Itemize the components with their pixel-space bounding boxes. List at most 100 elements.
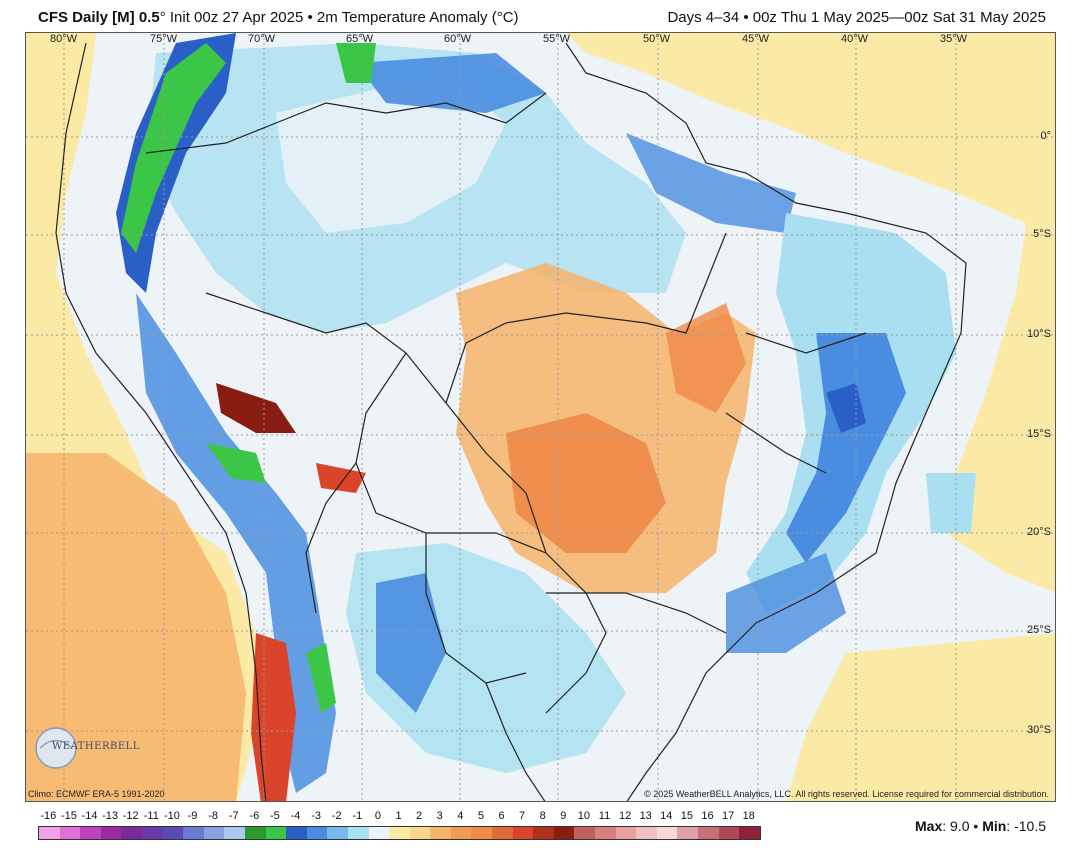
colorbar-tick-label: -13 bbox=[102, 810, 119, 822]
colorbar-tick-label: 9 bbox=[560, 810, 567, 822]
colorbar-tick-label: 13 bbox=[639, 810, 652, 822]
lat-label-5s: 5°S bbox=[1033, 228, 1051, 240]
colorbar-cell bbox=[574, 827, 596, 839]
stats-bullet: • bbox=[973, 818, 979, 834]
anomaly-map bbox=[26, 33, 1055, 801]
colorbar-tick-label: 16 bbox=[701, 810, 714, 822]
climo-note: Climo: ECMWF ERA-5 1991-2020 bbox=[28, 789, 165, 799]
colorbar-cell bbox=[100, 827, 122, 839]
colorbar-tick-label: -5 bbox=[270, 810, 280, 822]
colorbar-tick-label: 11 bbox=[598, 810, 611, 822]
andes-south-green bbox=[306, 643, 336, 713]
colorbar-tick-label: 1 bbox=[395, 810, 402, 822]
colorbar-tick-label: -7 bbox=[228, 810, 239, 822]
map-title: CFS Daily [M] 0.5° Init 00z 27 Apr 2025 … bbox=[38, 9, 519, 26]
colorbar-tick-label: 12 bbox=[618, 810, 632, 822]
andes-peru-hot bbox=[216, 383, 296, 433]
lon-label-55w: 55°W bbox=[543, 33, 571, 45]
colorbar-cell bbox=[739, 827, 760, 839]
lon-label-75w: 75°W bbox=[150, 33, 178, 45]
north-cool-region bbox=[356, 53, 546, 113]
colorbar bbox=[38, 826, 761, 840]
colorbar-tick-label: 5 bbox=[477, 810, 484, 822]
venezuela-green bbox=[336, 43, 376, 83]
colorbar-cell bbox=[244, 827, 266, 839]
lat-label-10s: 10°S bbox=[1027, 328, 1051, 340]
max-min-readout: Max: 9.0 • Min: -10.5 bbox=[915, 818, 1046, 834]
colorbar-tick-label: 3 bbox=[436, 810, 443, 822]
colorbar-cell bbox=[553, 827, 575, 839]
colorbar-cell bbox=[347, 827, 369, 839]
lon-label-45w: 45°W bbox=[742, 33, 770, 45]
amazon-neutral-region bbox=[276, 73, 506, 233]
southeast-cool bbox=[726, 553, 846, 653]
colorbar-cell bbox=[203, 827, 225, 839]
colorbar-cell bbox=[286, 827, 307, 839]
colorbar-cell bbox=[450, 827, 472, 839]
central-brazil-warmer bbox=[506, 413, 666, 553]
offshore-cool bbox=[926, 473, 976, 533]
lat-label-15s: 15°S bbox=[1027, 428, 1051, 440]
lon-label-65w: 65°W bbox=[346, 33, 374, 45]
colorbar-tick-label: -2 bbox=[331, 810, 342, 822]
tocantins-warmer bbox=[666, 303, 746, 413]
east-brazil-cooler bbox=[786, 333, 906, 563]
title-separator: • bbox=[307, 9, 313, 26]
colorbar-cell bbox=[595, 827, 616, 839]
south-atlantic-warm-region bbox=[786, 633, 1055, 801]
lon-label-80w: 80°W bbox=[50, 33, 78, 45]
lat-label-0: 0° bbox=[1040, 130, 1051, 142]
weatherbell-logo: WEATHERBELL bbox=[32, 723, 144, 773]
colorbar-tick-label: -3 bbox=[311, 810, 321, 822]
atlantic-warm-region bbox=[566, 33, 1055, 593]
graticule bbox=[26, 33, 1055, 801]
lat-label-25s: 25°S bbox=[1027, 624, 1051, 636]
colorbar-tick-label: -4 bbox=[290, 810, 301, 822]
colorbar-tick-label: -6 bbox=[249, 810, 260, 822]
colorbar-cell bbox=[162, 827, 184, 839]
colorbar-cell bbox=[533, 827, 554, 839]
colorbar-cell bbox=[615, 827, 637, 839]
init-time: Init 00z 27 Apr 2025 bbox=[169, 9, 304, 26]
country-borders bbox=[55, 42, 967, 801]
colorbar-cell bbox=[656, 827, 678, 839]
colorbar-cell bbox=[471, 827, 493, 839]
colorbar-tick-label: -10 bbox=[163, 810, 180, 822]
colorbar-tick-label: 17 bbox=[721, 810, 735, 822]
paraguay-cool bbox=[376, 573, 446, 713]
colorbar-cell bbox=[121, 827, 142, 839]
valid-period: Days 4–34 • 00z Thu 1 May 2025—00z Sat 3… bbox=[667, 9, 1046, 26]
andes-north-cool bbox=[116, 33, 236, 293]
colorbar-cell bbox=[39, 827, 60, 839]
min-value: -10.5 bbox=[1014, 818, 1046, 834]
logo-text: WEATHERBELL bbox=[52, 741, 140, 752]
colorbar-tick-label: 6 bbox=[498, 810, 505, 822]
andes-north-green bbox=[121, 43, 226, 253]
amazon-mouth-cool bbox=[626, 133, 796, 233]
colorbar-tick-label: -8 bbox=[208, 810, 218, 822]
lon-label-50w: 50°W bbox=[643, 33, 671, 45]
colorbar-tick-label: -9 bbox=[187, 810, 198, 822]
colorbar-tick-label: 7 bbox=[519, 810, 526, 822]
model-name: CFS Daily [M] 0.5 bbox=[38, 9, 160, 26]
bahia-coolest bbox=[826, 383, 866, 433]
colorbar-tick-label: 15 bbox=[680, 810, 694, 822]
colorbar-tick-label: -15 bbox=[60, 810, 77, 822]
colorbar-cell bbox=[327, 827, 348, 839]
colorbar-tick-label: -14 bbox=[81, 810, 98, 822]
colorbar-cell bbox=[389, 827, 410, 839]
colorbar-tick-label: -11 bbox=[143, 810, 159, 822]
colorbar-cell bbox=[224, 827, 245, 839]
degree-symbol: ° bbox=[159, 9, 166, 26]
colorbar-cell bbox=[141, 827, 163, 839]
colorbar-tick-label: 8 bbox=[539, 810, 546, 822]
colorbar-cell bbox=[698, 827, 719, 839]
colorbar-tick-label: 0 bbox=[374, 810, 381, 822]
colorbar-cell bbox=[636, 827, 657, 839]
pacific-warm-band bbox=[26, 453, 246, 801]
colorbar-cell bbox=[80, 827, 101, 839]
colorbar-tick-label: -1 bbox=[352, 810, 363, 822]
colorbar-cell bbox=[265, 827, 287, 839]
colorbar-cell bbox=[59, 827, 81, 839]
max-value: 9.0 bbox=[950, 818, 970, 834]
